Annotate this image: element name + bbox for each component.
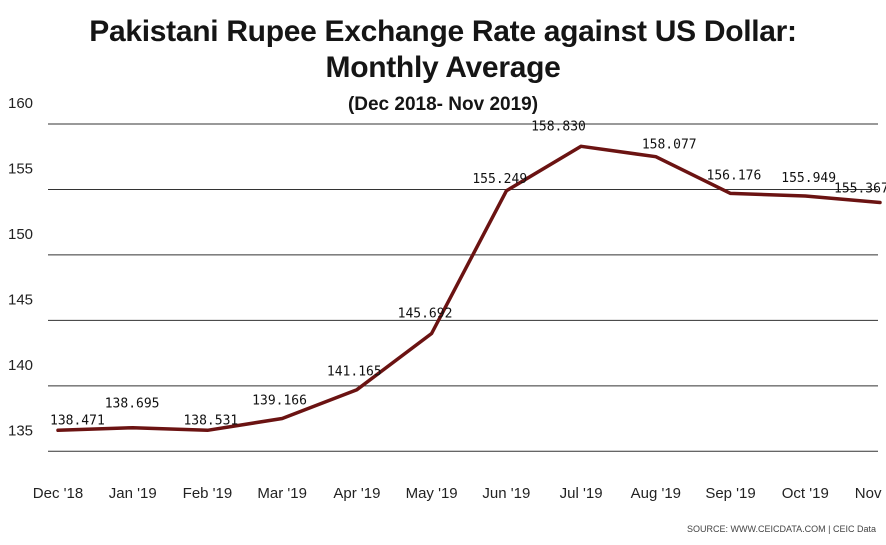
y-tick-label: 155 [8,160,33,177]
data-label: 138.531 [183,413,238,428]
x-tick-label: Jul '19 [560,485,603,502]
chart-title-line2: Monthly Average [325,51,561,84]
data-label: 141.165 [327,365,382,380]
data-label: 155.249 [472,172,527,187]
chart-subtitle: (Dec 2018- Nov 2019) [347,94,539,115]
data-label: 156.176 [707,168,762,183]
y-tick-label: 140 [8,357,33,374]
data-label: 155.367 [834,182,886,197]
data-label: 158.077 [642,138,697,153]
y-tick-label: 160 [8,95,33,112]
y-tick-label: 135 [8,422,33,439]
x-tick-label: Feb '19 [183,485,233,502]
data-label: 155.949 [781,171,836,186]
x-tick-label: Sep '19 [705,485,755,502]
x-tick-label: Oct '19 [782,485,829,502]
y-axis-ticks: 135 140 145 150 155 160 [8,95,33,439]
series-line [56,144,882,433]
data-label: 158.830 [531,119,586,134]
data-label: 138.471 [50,413,105,428]
x-tick-label: Jun '19 [482,485,530,502]
data-label: 138.695 [105,397,160,412]
source-note: SOURCE: WWW.CEICDATA.COM | CEIC Data [686,524,876,534]
x-tick-label: May '19 [406,485,458,502]
chart-title: Pakistani Rupee Exchange Rate against US… [0,14,886,86]
x-tick-label: Jan '19 [109,485,157,502]
data-label: 145.692 [398,306,453,321]
x-tick-label: Aug '19 [631,485,681,502]
y-tick-label: 145 [8,291,33,308]
x-tick-label: Nov '19 [855,485,886,502]
x-tick-label: Apr '19 [333,485,380,502]
y-tick-label: 150 [8,226,33,243]
x-tick-label: Dec '18 [33,485,83,502]
data-label: 139.166 [252,394,307,409]
x-axis-ticks: Dec '18 Jan '19 Feb '19 Mar '19 Apr '19 May '… [33,485,886,502]
x-tick-label: Mar '19 [257,485,307,502]
series-line-layer [56,144,882,433]
gridlines [48,123,878,452]
chart-title-line1: Pakistani Rupee Exchange Rate against US… [89,15,797,48]
